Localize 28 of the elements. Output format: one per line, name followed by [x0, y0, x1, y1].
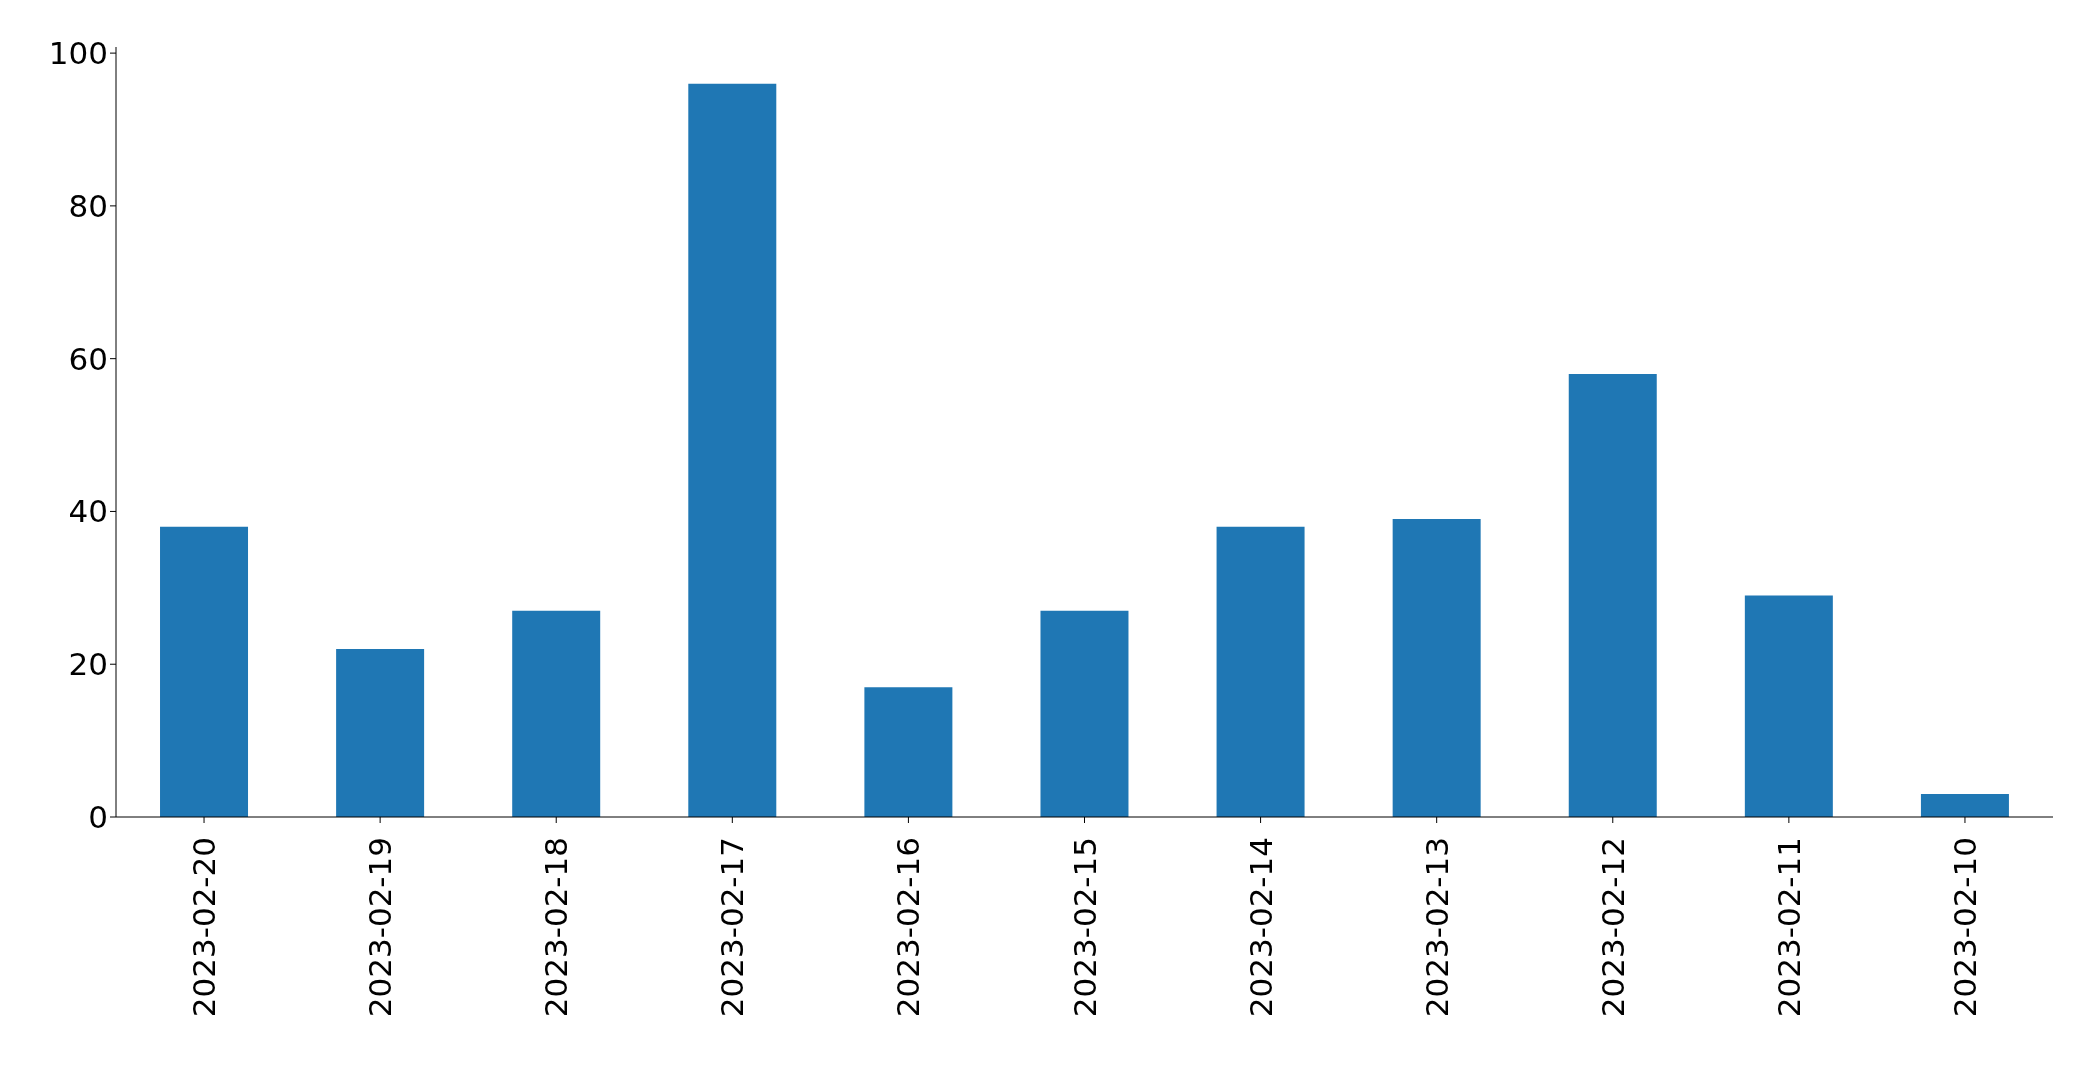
bar: [864, 687, 953, 817]
x-tick-label: 2023-02-13: [1418, 837, 1455, 1018]
x-tick-label: 2023-02-10: [1946, 837, 1983, 1018]
y-tick-label: 80: [68, 187, 108, 224]
y-tick-label: 0: [88, 799, 108, 836]
bar: [512, 610, 601, 817]
x-tick-label: 2023-02-17: [714, 837, 751, 1018]
bar: [1392, 519, 1481, 817]
x-tick-label: 2023-02-11: [1770, 837, 1807, 1018]
x-tick-label: 2023-02-20: [186, 837, 223, 1018]
bar: [688, 83, 777, 817]
y-tick-label: 40: [68, 493, 108, 530]
bar: [1216, 526, 1305, 817]
x-tick-label: 2023-02-14: [1242, 837, 1279, 1018]
y-tick-label: 60: [68, 340, 108, 377]
x-tick-label: 2023-02-12: [1594, 837, 1631, 1018]
x-tick-label: 2023-02-19: [362, 837, 399, 1018]
x-tick-label: 2023-02-15: [1066, 837, 1103, 1018]
y-tick-label: 100: [48, 35, 108, 72]
x-tick-label: 2023-02-18: [538, 837, 575, 1018]
bar: [1568, 373, 1657, 817]
bar: [1920, 794, 2009, 817]
bar: [1040, 610, 1129, 817]
y-tick-label: 20: [68, 646, 108, 683]
x-tick-label: 2023-02-16: [890, 837, 927, 1018]
bar: [160, 526, 249, 817]
bar: [1744, 595, 1833, 817]
bar: [336, 648, 425, 817]
